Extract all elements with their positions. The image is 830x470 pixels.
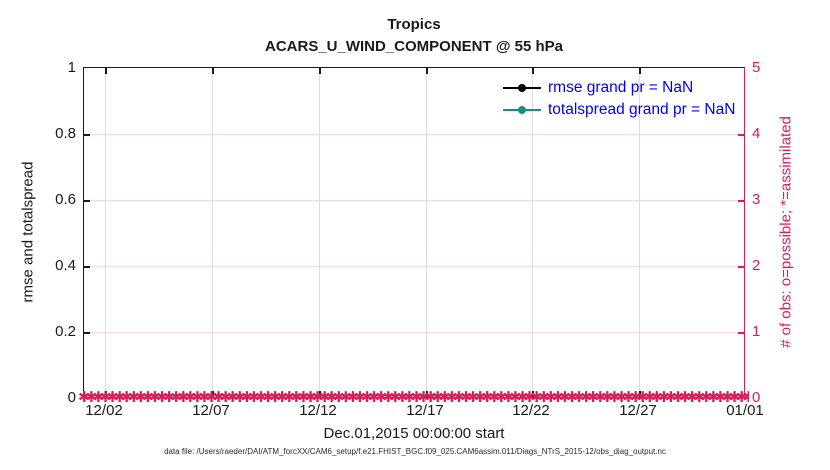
axis-tick	[532, 68, 534, 74]
xtick-label: 12/07	[192, 402, 230, 419]
vertical-gridline	[426, 68, 427, 397]
right-axis-label: # of obs: o=possible; *=assimilated	[777, 116, 795, 348]
rmse-line-sample	[503, 84, 541, 92]
axis-tick	[639, 68, 641, 74]
legend-label-rmse: rmse grand pr = NaN	[548, 79, 694, 96]
xtick-label: 01/01	[726, 402, 764, 419]
axis-tick	[426, 391, 428, 397]
legend-label-totalspread: totalspread grand pr = NaN	[548, 101, 736, 118]
vertical-gridline	[105, 68, 106, 397]
left-ytick-label: 0.4	[55, 257, 76, 274]
right-ytick-label: 1	[752, 323, 761, 340]
left-ytick-label: 1	[67, 59, 76, 76]
axis-tick	[738, 332, 744, 334]
xtick-label: 12/02	[85, 402, 123, 419]
left-axis-label: rmse and totalspread	[19, 161, 37, 303]
xtick-label: 12/12	[299, 402, 337, 419]
obs-marker-row: ✱✱✱✱✱✱✱✱✱✱✱✱✱✱✱✱✱✱✱✱✱✱✱✱✱✱✱✱✱✱✱✱✱✱✱✱✱✱✱✱…	[78, 391, 749, 405]
horizontal-gridline	[84, 200, 744, 201]
xtick-label: 12/17	[406, 402, 444, 419]
left-ytick-label: 0.6	[55, 191, 76, 208]
axis-tick	[84, 332, 90, 334]
vertical-gridline	[532, 68, 533, 397]
axis-tick	[738, 266, 744, 268]
right-ytick-label: 5	[752, 59, 761, 76]
legend: rmse grand pr = NaN totalspread grand pr…	[503, 77, 735, 121]
horizontal-gridline	[84, 134, 744, 135]
rmse-marker-icon	[518, 84, 526, 92]
right-ytick-label: 0	[752, 389, 761, 406]
legend-item-totalspread: totalspread grand pr = NaN	[503, 99, 735, 121]
axis-tick	[532, 391, 534, 397]
data-file-path: data file: /Users/raeder/DAI/ATM_forcXX/…	[164, 447, 666, 456]
horizontal-gridline	[84, 266, 744, 267]
x-axis-label: Dec.01,2015 00:00:00 start	[323, 425, 505, 442]
axis-tick	[105, 68, 107, 74]
right-ytick-label: 2	[752, 257, 761, 274]
axis-tick	[319, 391, 321, 397]
right-ytick-label: 3	[752, 191, 761, 208]
axis-tick	[84, 200, 90, 202]
axis-tick	[639, 391, 641, 397]
totalspread-line-sample	[503, 106, 541, 114]
axis-tick	[738, 134, 744, 136]
xtick-label: 12/27	[619, 402, 657, 419]
xtick-label: 12/22	[512, 402, 550, 419]
axis-tick	[212, 68, 214, 74]
axis-tick	[84, 266, 90, 268]
axis-tick	[426, 68, 428, 74]
axis-tick	[319, 68, 321, 74]
axis-tick	[212, 391, 214, 397]
right-ytick-label: 4	[752, 125, 761, 142]
vertical-gridline	[639, 68, 640, 397]
vertical-gridline	[212, 68, 213, 397]
axis-tick	[105, 391, 107, 397]
vertical-gridline	[319, 68, 320, 397]
page-title: Tropics	[387, 16, 441, 33]
left-ytick-label: 0	[67, 389, 76, 406]
axis-tick	[738, 200, 744, 202]
totalspread-marker-icon	[518, 106, 526, 114]
left-ytick-label: 0.8	[55, 125, 76, 142]
legend-item-rmse: rmse grand pr = NaN	[503, 77, 735, 99]
page-subtitle: ACARS_U_WIND_COMPONENT @ 55 hPa	[264, 38, 563, 55]
axis-tick	[84, 134, 90, 136]
horizontal-gridline	[84, 332, 744, 333]
plot-area	[83, 67, 745, 398]
left-ytick-label: 0.2	[55, 323, 76, 340]
